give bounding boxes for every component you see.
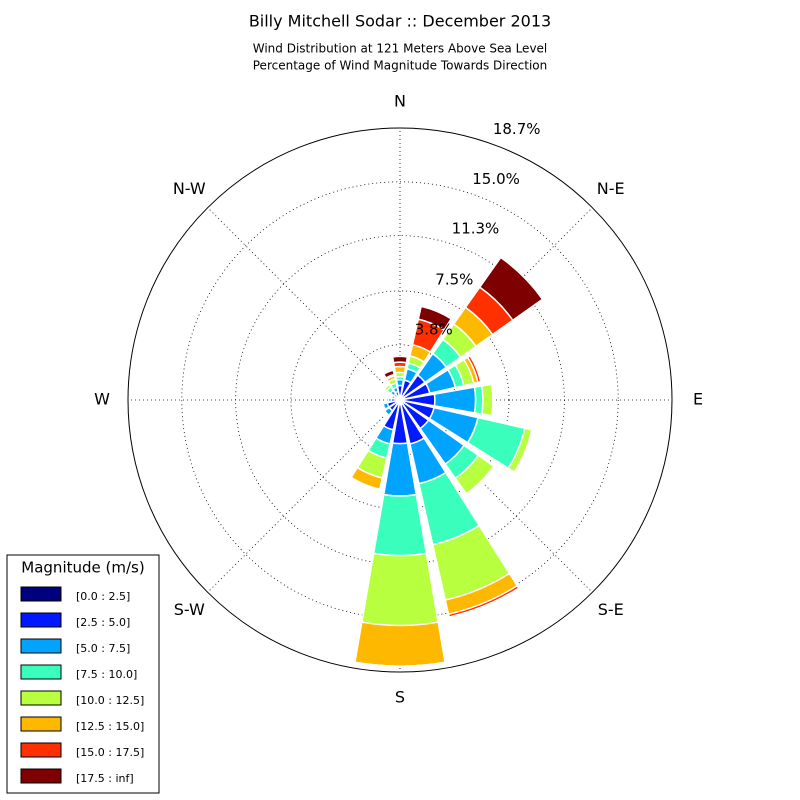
grid-ring (181, 181, 619, 619)
legend-label: [12.5 : 15.0] (76, 720, 144, 733)
rose-segment (395, 378, 405, 387)
legend-label: [10.0 : 12.5] (76, 694, 144, 707)
outer-ring (127, 127, 673, 673)
legend-label: [7.5 : 10.0] (76, 668, 137, 681)
rose-segment (466, 466, 496, 496)
grid-ring (290, 290, 510, 510)
legend-swatch (20, 742, 62, 758)
ring-label: 11.3% (452, 220, 500, 238)
direction-label: W (94, 390, 110, 409)
direction-label: S (395, 688, 405, 707)
rose-segment (417, 305, 453, 331)
legend-swatch (20, 690, 62, 706)
legend-label: [17.5 : inf] (76, 772, 134, 785)
rose-segment (372, 493, 428, 557)
radial-grid-line (399, 399, 593, 593)
rose-segment (469, 355, 482, 382)
direction-label: S-E (598, 600, 624, 619)
legend-label: [2.5 : 5.0] (76, 616, 130, 629)
legend-swatch (20, 586, 62, 602)
direction-label: E (693, 390, 703, 409)
rose-segment (478, 256, 544, 322)
ring-label: 18.7% (493, 120, 541, 138)
chart-subtitle: Percentage of Wind Magnitude Towards Dir… (253, 59, 547, 73)
ring-label: 7.5% (435, 271, 473, 289)
chart-subtitle: Wind Distribution at 121 Meters Above Se… (253, 42, 548, 56)
direction-label: N (394, 92, 406, 111)
legend-swatch (20, 716, 62, 732)
ring-label: 3.8% (415, 320, 453, 338)
rose-segment (360, 552, 440, 627)
direction-label: S-W (174, 600, 205, 619)
legend-title: Magnitude (m/s) (21, 559, 144, 577)
rose-segment (391, 355, 409, 364)
rose-segment (382, 382, 389, 389)
legend-swatch (20, 664, 62, 680)
direction-label: N-W (173, 179, 206, 198)
rose-segment (354, 621, 446, 667)
ring-label: 15.0% (472, 170, 520, 188)
rose-segment (382, 369, 396, 379)
radial-grid-line (207, 207, 401, 401)
direction-label: N-E (597, 179, 625, 198)
legend-swatch (20, 768, 62, 784)
rose-segment (350, 476, 380, 491)
legend-label: [15.0 : 17.5] (76, 746, 144, 759)
legend-swatch (20, 638, 62, 654)
rose-segment (382, 411, 389, 418)
chart-title: Billy Mitchell Sodar :: December 2013 (249, 12, 551, 31)
legend-swatch (20, 612, 62, 628)
radial-grid-line (207, 399, 401, 593)
legend-label: [0.0 : 2.5] (76, 590, 130, 603)
rose-segment (480, 383, 494, 417)
legend-label: [5.0 : 7.5] (76, 642, 130, 655)
grid-ring (235, 235, 565, 565)
